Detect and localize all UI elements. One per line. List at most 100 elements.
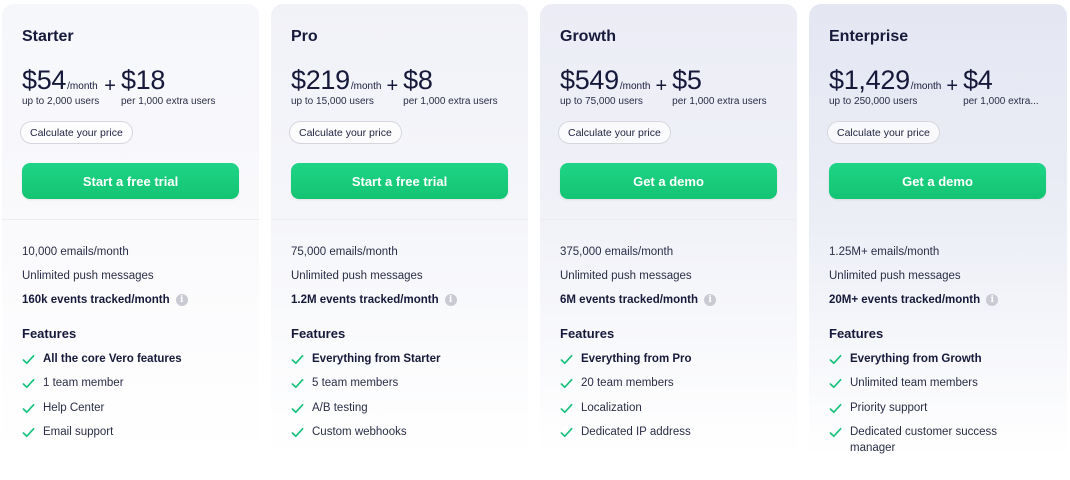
- feature-item: Priority support: [829, 400, 1047, 417]
- info-icon[interactable]: i: [986, 294, 999, 306]
- feature-item: Dedicated customer success manager: [829, 424, 1009, 457]
- feature-item: Custom webhooks: [291, 424, 508, 441]
- email-limit: 1.25M+ emails/month: [829, 246, 940, 258]
- feature-item: Everything from Growth: [829, 351, 1047, 368]
- plan-card-growth: Growth $549 /month up to 75,000 users + …: [540, 4, 797, 480]
- extra-price-label: per 1,000 extra...: [963, 96, 1039, 107]
- push-limit: Unlimited push messages: [829, 270, 961, 282]
- push-limit: Unlimited push messages: [291, 270, 423, 282]
- email-limit: 75,000 emails/month: [291, 246, 398, 258]
- features-list: Everything from Pro 20 team members Loca…: [560, 351, 777, 448]
- pricing-cards: Starter $54 /month up to 2,000 users + $…: [2, 4, 1067, 480]
- user-limit: up to 75,000 users: [560, 96, 643, 107]
- calculate-price-button[interactable]: Calculate your price: [827, 121, 940, 144]
- price-row: $54 /month up to 2,000 users + $18 per 1…: [22, 64, 253, 108]
- plan-name: Enterprise: [829, 28, 909, 45]
- plan-name: Growth: [560, 28, 616, 45]
- check-icon: [829, 354, 842, 365]
- check-icon: [22, 354, 35, 365]
- divider: [2, 219, 259, 220]
- extra-price: $18: [120, 65, 166, 95]
- push-limit: Unlimited push messages: [22, 270, 154, 282]
- base-price: $54: [22, 65, 67, 95]
- check-icon: [560, 379, 573, 389]
- extra-price-label: per 1,000 extra users: [403, 96, 498, 107]
- extra-price-label: per 1,000 extra users: [120, 96, 216, 107]
- feature-item: All the core Vero features: [22, 351, 239, 368]
- calculate-price-button[interactable]: Calculate your price: [20, 121, 133, 144]
- plan-name: Starter: [22, 28, 74, 45]
- check-icon: [560, 403, 573, 413]
- check-icon: [291, 379, 304, 389]
- get-demo-button[interactable]: Get a demo: [560, 163, 777, 199]
- divider: [809, 219, 1067, 220]
- base-price: $549: [560, 65, 619, 95]
- price-row: $1,429 /month up to 250,000 users + $4 p…: [829, 64, 1061, 108]
- user-limit: up to 15,000 users: [291, 96, 374, 107]
- feature-item: Email support: [22, 424, 239, 441]
- feature-item: A/B testing: [291, 400, 508, 417]
- usage-limits: 75,000 emails/month Unlimited push messa…: [291, 240, 518, 312]
- info-icon[interactable]: i: [175, 294, 188, 306]
- feature-item: 20 team members: [560, 375, 777, 392]
- price-row: $219 /month up to 15,000 users + $8 per …: [291, 64, 522, 108]
- check-icon: [22, 379, 35, 389]
- start-free-trial-button[interactable]: Start a free trial: [22, 163, 239, 199]
- check-icon: [829, 403, 842, 413]
- check-icon: [291, 403, 304, 413]
- extra-price: $8: [403, 65, 433, 95]
- features-list: All the core Vero features 1 team member…: [22, 351, 239, 448]
- events-limit: 6M events tracked/month i: [560, 288, 787, 312]
- start-free-trial-button[interactable]: Start a free trial: [291, 163, 508, 199]
- feature-item: Unlimited team members: [829, 375, 1047, 392]
- plan-card-starter: Starter $54 /month up to 2,000 users + $…: [2, 4, 259, 480]
- check-icon: [560, 427, 573, 437]
- events-limit: 160k events tracked/month i: [22, 288, 249, 312]
- usage-limits: 10,000 emails/month Unlimited push messa…: [22, 240, 249, 312]
- user-limit: up to 2,000 users: [22, 96, 100, 107]
- feature-item: Localization: [560, 400, 777, 417]
- plus-sign: +: [104, 75, 116, 97]
- info-icon[interactable]: i: [704, 294, 717, 306]
- feature-item: Help Center: [22, 400, 239, 417]
- check-icon: [291, 427, 304, 437]
- feature-item: 5 team members: [291, 375, 508, 392]
- check-icon: [560, 354, 573, 365]
- divider: [540, 219, 797, 220]
- get-demo-button[interactable]: Get a demo: [829, 163, 1046, 199]
- usage-limits: 1.25M+ emails/month Unlimited push messa…: [829, 240, 1057, 312]
- calculate-price-button[interactable]: Calculate your price: [289, 121, 402, 144]
- feature-item: Dedicated IP address: [560, 424, 777, 441]
- price-period: /month: [619, 81, 651, 92]
- features-list: Everything from Starter 5 team members A…: [291, 351, 508, 448]
- email-limit: 10,000 emails/month: [22, 246, 129, 258]
- feature-item: Everything from Pro: [560, 351, 777, 368]
- plus-sign: +: [386, 75, 399, 97]
- check-icon: [829, 427, 842, 437]
- feature-item: Everything from Starter: [291, 351, 508, 368]
- info-icon[interactable]: i: [444, 294, 457, 306]
- plan-card-enterprise: Enterprise $1,429 /month up to 250,000 u…: [809, 4, 1067, 480]
- price-row: $549 /month up to 75,000 users + $5 per …: [560, 64, 791, 108]
- user-limit: up to 250,000 users: [829, 96, 918, 107]
- plan-name: Pro: [291, 28, 318, 45]
- features-heading: Features: [560, 326, 615, 341]
- check-icon: [22, 427, 35, 437]
- features-heading: Features: [291, 326, 346, 341]
- divider: [271, 219, 528, 220]
- extra-price: $5: [672, 65, 702, 95]
- plus-sign: +: [655, 75, 668, 97]
- check-icon: [829, 379, 842, 389]
- plus-sign: +: [946, 75, 959, 97]
- calculate-price-button[interactable]: Calculate your price: [558, 121, 671, 144]
- email-limit: 375,000 emails/month: [560, 246, 674, 258]
- base-price: $219: [291, 65, 350, 95]
- features-heading: Features: [22, 326, 77, 341]
- price-period: /month: [67, 81, 98, 92]
- check-icon: [291, 354, 304, 365]
- usage-limits: 375,000 emails/month Unlimited push mess…: [560, 240, 787, 312]
- check-icon: [22, 403, 35, 413]
- features-heading: Features: [829, 326, 884, 341]
- push-limit: Unlimited push messages: [560, 270, 692, 282]
- price-period: /month: [910, 81, 942, 92]
